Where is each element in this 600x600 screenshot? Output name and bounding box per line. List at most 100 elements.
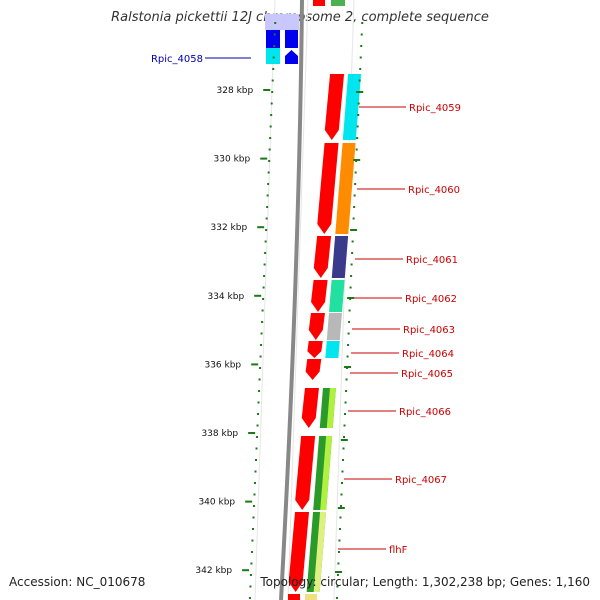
scale-dot <box>361 22 364 24</box>
scale-dot <box>345 390 348 392</box>
scale-dot <box>260 332 263 335</box>
scale-dot <box>273 33 276 36</box>
scale-dot <box>360 45 363 47</box>
scale-dot <box>352 217 355 220</box>
scale-dot <box>264 252 267 254</box>
scale-label: 338 kbp <box>201 429 238 439</box>
scale-dot <box>253 482 256 484</box>
scale-dot <box>259 355 262 358</box>
scale-dot <box>248 597 251 599</box>
scale-dot <box>269 125 272 128</box>
cds-arrow <box>301 388 319 428</box>
scale-tick <box>260 157 268 160</box>
scale-dot <box>343 424 346 427</box>
scale-dot <box>252 516 255 519</box>
gene-label[interactable]: flhF <box>389 545 408 556</box>
scale-dot <box>341 470 344 473</box>
scale-dot <box>272 68 275 70</box>
track-guide-left <box>254 0 276 600</box>
scale-dot <box>347 332 350 335</box>
gene-label[interactable]: Rpic_4062 <box>405 294 457 305</box>
cds-arrow <box>307 341 323 358</box>
scale-dot <box>258 378 261 381</box>
scale-dot <box>251 528 254 530</box>
gene-label[interactable]: Rpic_4060 <box>408 185 460 196</box>
scale-tick <box>350 229 358 231</box>
scale-dot <box>343 436 346 438</box>
scale-label: 336 kbp <box>204 360 241 370</box>
cds-arrow <box>313 236 332 278</box>
scale-dot <box>269 137 272 139</box>
scale-dot <box>337 562 340 565</box>
scale-dot <box>344 413 347 415</box>
scale-dot <box>357 114 360 116</box>
cds-arrow <box>288 512 310 592</box>
scale-dot <box>258 390 261 392</box>
gene-label[interactable]: Rpic_4065 <box>401 369 453 380</box>
gene-label[interactable]: Rpic_4059 <box>409 103 461 114</box>
scale-dot <box>336 585 339 588</box>
scale-dot <box>338 528 341 530</box>
scale-dot <box>350 263 353 266</box>
scale-dot <box>270 102 273 105</box>
scale-label: 342 kbp <box>195 566 232 576</box>
cog-block <box>265 14 299 30</box>
scale-tick <box>335 571 343 573</box>
gene-label[interactable]: Rpic_4058 <box>151 54 203 65</box>
scale-dot <box>272 56 275 59</box>
cds-block <box>288 594 300 600</box>
scale-dot <box>261 321 264 323</box>
cds-arrow <box>285 50 298 64</box>
scale-dot <box>270 114 273 116</box>
gene-label[interactable]: Rpic_4067 <box>395 475 447 486</box>
scale-tick <box>337 507 345 509</box>
scale-dot <box>255 447 258 450</box>
scale-dot <box>346 355 349 358</box>
scale-dot <box>348 321 351 323</box>
scale-dot <box>354 183 357 185</box>
scale-tick <box>263 89 271 91</box>
gene-label[interactable]: Rpic_4063 <box>403 325 455 336</box>
scale-dot <box>360 33 363 36</box>
scale-dot <box>340 493 343 496</box>
scale-dot <box>354 171 357 174</box>
gene-label[interactable]: Rpic_4061 <box>406 255 458 266</box>
scale-dot <box>257 413 260 415</box>
scale-dot <box>250 562 253 565</box>
scale-dot <box>253 493 256 496</box>
scale-dot <box>351 240 354 243</box>
cog-block <box>325 341 340 358</box>
cds-block <box>285 30 298 48</box>
scale-dot <box>337 551 340 553</box>
scale-dot <box>340 482 343 484</box>
chromosome-backbone <box>279 0 304 600</box>
gene-label[interactable]: Rpic_4066 <box>399 407 451 418</box>
scale-dot <box>342 447 345 450</box>
scale-dot <box>256 436 259 438</box>
scale-dot <box>256 424 259 427</box>
scale-dot <box>252 505 255 507</box>
scale-dot <box>263 275 266 277</box>
gene-label[interactable]: Rpic_4064 <box>402 349 454 360</box>
cds-arrow <box>308 313 325 340</box>
scale-tick <box>340 439 348 441</box>
scale-dot <box>263 263 266 266</box>
cog-block <box>342 74 362 140</box>
scale-dot <box>266 194 269 197</box>
scale-dot <box>255 459 258 461</box>
cds-arrow <box>305 359 322 380</box>
scale-dot <box>356 137 359 139</box>
scale-dot <box>251 539 254 542</box>
scale-dot <box>349 286 352 289</box>
scale-dot <box>265 217 268 220</box>
cog-block <box>320 436 333 510</box>
scale-dot <box>254 470 257 473</box>
scale-tick <box>257 226 265 229</box>
cds-block <box>266 30 280 48</box>
scale-dot <box>249 585 252 588</box>
scale-dot <box>273 45 276 47</box>
cds-arrow <box>311 280 328 312</box>
scale-dot <box>268 148 271 151</box>
scale-dot <box>264 240 267 243</box>
